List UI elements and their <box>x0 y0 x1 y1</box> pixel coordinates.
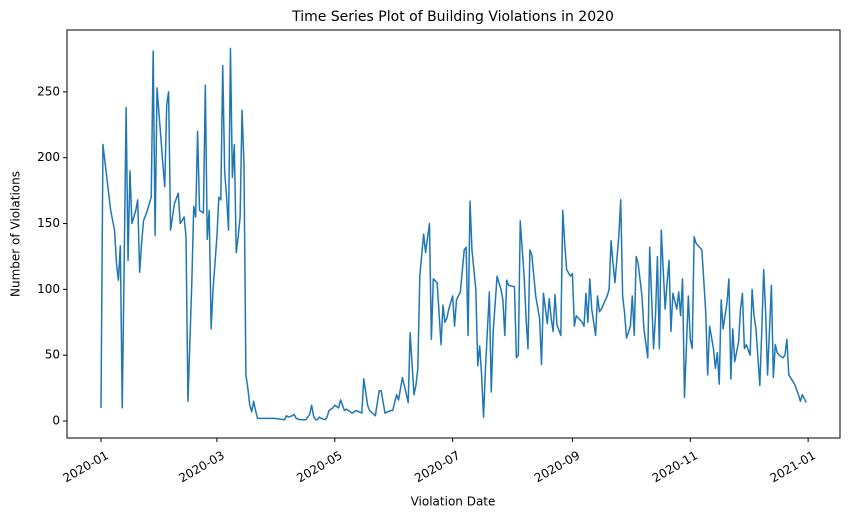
y-tick-label: 50 <box>45 348 60 362</box>
x-tick-label: 2020-05 <box>294 448 344 485</box>
x-tick-label: 2021-01 <box>768 448 818 485</box>
x-axis-label: Violation Date <box>411 495 496 509</box>
y-tick-label: 0 <box>52 414 60 428</box>
x-tick-label: 2020-09 <box>532 448 582 485</box>
x-tick-label: 2020-11 <box>650 448 700 485</box>
plot-frame <box>66 29 841 439</box>
y-tick-label: 100 <box>37 282 60 296</box>
y-axis-label: Number of Violations <box>9 171 23 297</box>
x-tick-label: 2020-01 <box>60 448 110 485</box>
x-tick-label: 2020-03 <box>176 448 226 485</box>
chart-title: Time Series Plot of Building Violations … <box>291 9 614 25</box>
y-tick-label: 250 <box>37 84 60 98</box>
y-tick-label: 200 <box>37 150 60 164</box>
data-line <box>100 47 807 421</box>
x-tick-label: 2020-07 <box>412 448 462 485</box>
y-tick-label: 150 <box>37 216 60 230</box>
